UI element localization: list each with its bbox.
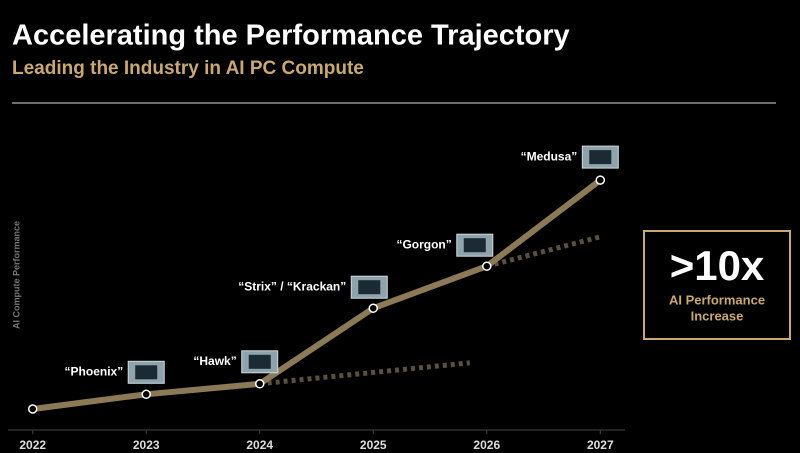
x-tick-label: 2026 [473,438,500,452]
chip-die [589,150,612,165]
trend-line [259,360,470,387]
subtitle: Leading the Industry in AI PC Compute [12,58,364,79]
point-label: “Medusa” [521,149,578,163]
point-label: “Hawk” [193,354,236,368]
data-point [595,175,606,185]
data-point [254,379,265,389]
point-label: “Phoenix” [65,364,124,378]
callout-box [643,230,791,340]
x-tick-label: 2027 [587,438,614,452]
point-label: “Strix” / “Krackan” [238,279,346,293]
x-tick-label: 2023 [133,438,160,452]
chip-icon [350,275,388,299]
chip-die [463,238,486,253]
x-tick-label: 2024 [246,438,273,452]
x-tick-label: 2025 [360,438,387,452]
chip-icon [127,360,165,384]
chip-icon [456,233,494,257]
chip-die [358,280,381,295]
performance-line [29,177,604,412]
callout-text: AI Performance [669,292,765,307]
trend-line [486,234,601,269]
x-tick-label: 2022 [19,438,46,452]
chip-icon [241,350,279,374]
callout-text: Increase [691,308,744,323]
chip-die [135,365,158,380]
y-axis-label: AI Compute Performance [11,221,21,329]
title: Accelerating the Performance Trajectory [12,20,570,52]
point-label: “Gorgon” [396,237,451,251]
callout-headline: >10x [670,242,765,289]
chip-die [248,354,271,369]
data-point [27,404,38,414]
data-point [368,303,379,313]
chip-icon [581,145,619,169]
data-point [482,261,492,271]
data-point [141,389,151,400]
